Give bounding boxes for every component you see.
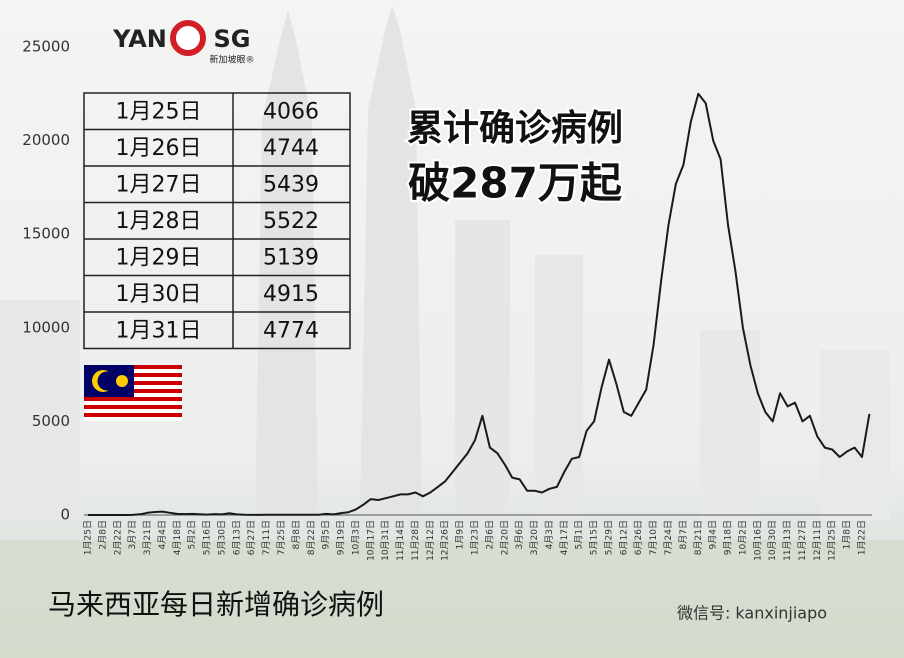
x-tick-label: 10月16日	[752, 520, 763, 561]
x-tick-label: 3月21日	[142, 520, 153, 555]
x-tick-label: 1月22日	[857, 520, 868, 555]
table-cell: 4744	[263, 136, 319, 161]
table-frame	[83, 92, 351, 350]
x-tick-label: 4月17日	[559, 520, 570, 555]
x-tick-label: 10月31日	[380, 520, 391, 561]
headline: 累计确诊病例	[407, 108, 623, 149]
table-cell: 1月28日	[116, 209, 202, 234]
x-tick-label: 9月18日	[723, 520, 734, 555]
x-tick-label: 4月4日	[157, 520, 168, 549]
logo-subtitle: 新加坡眼®	[209, 54, 254, 66]
x-tick-label: 7月25日	[276, 520, 287, 555]
x-tick-label: 10月30日	[767, 520, 778, 561]
x-tick-label: 2月22日	[112, 520, 123, 555]
x-tick-label: 9月19日	[336, 520, 347, 555]
x-tick-label: 8月21日	[693, 520, 704, 555]
x-tick-label: 3月20日	[529, 520, 540, 555]
x-tick-label: 10月17日	[365, 520, 376, 561]
logo: YAN SG 新加坡眼®	[112, 20, 255, 66]
y-tick-label: 15000	[22, 225, 70, 243]
x-tick-label: 11月13日	[782, 520, 793, 561]
x-tick-label: 11月27日	[797, 520, 808, 561]
table-cell: 1月27日	[116, 172, 202, 197]
x-tick-label: 11月14日	[395, 520, 406, 561]
x-tick-label: 6月26日	[633, 520, 644, 555]
x-tick-label: 5月1日	[574, 520, 585, 549]
x-tick-label: 1月8日	[842, 520, 853, 549]
y-tick-label: 20000	[22, 131, 70, 149]
table-cell: 5139	[263, 245, 319, 270]
table-cell: 4915	[263, 282, 319, 307]
x-tick-label: 3月6日	[514, 520, 525, 549]
x-tick-label: 5月15日	[589, 520, 600, 555]
x-tick-label: 7月24日	[663, 520, 674, 555]
x-tick-label: 5月16日	[202, 520, 213, 555]
x-tick-label: 5月30日	[216, 520, 227, 555]
x-tick-label: 2月6日	[484, 520, 495, 549]
x-tick-label: 9月4日	[708, 520, 719, 549]
table-cell: 1月26日	[116, 136, 202, 161]
x-tick-label: 7月11日	[261, 520, 272, 555]
headline: 破287万起	[408, 159, 623, 208]
y-tick-label: 10000	[22, 318, 70, 336]
x-tick-label: 8月22日	[306, 520, 317, 555]
y-tick-label: 25000	[22, 38, 70, 56]
x-tick-label: 12月11日	[812, 520, 823, 561]
x-tick-label: 12月26日	[440, 520, 451, 561]
x-tick-label: 6月27日	[246, 520, 257, 555]
table-cell: 1月31日	[116, 318, 202, 343]
x-tick-label: 10月2日	[737, 520, 748, 555]
x-tick-label: 12月12日	[425, 520, 436, 561]
x-tick-label: 12月25日	[827, 520, 838, 561]
table-cell: 5439	[263, 172, 319, 197]
x-tick-label: 1月25日	[83, 520, 94, 555]
x-tick-label: 8月8日	[291, 520, 302, 549]
x-tick-label: 2月8日	[97, 520, 108, 549]
logo-text: YAN	[112, 25, 167, 53]
x-tick-label: 5月2日	[187, 520, 198, 549]
y-tick-label: 5000	[32, 412, 70, 430]
logo-text: SG	[214, 25, 251, 53]
line	[88, 92, 871, 516]
table-cell: 5522	[263, 209, 319, 234]
x-tick-label: 4月18日	[172, 520, 183, 555]
x-tick-label: 11月28日	[410, 520, 421, 561]
x-tick-label: 8月7日	[678, 520, 689, 549]
x-tick-label: 1月23日	[470, 520, 481, 555]
table-cell: 1月29日	[116, 245, 202, 270]
x-tick-label: 1月9日	[455, 520, 466, 549]
x-tick-label: 3月7日	[127, 520, 138, 549]
watermark: 微信号: kanxinjiapo	[677, 604, 827, 623]
table-cell: 1月25日	[116, 99, 202, 124]
table-cell: 4774	[263, 318, 319, 343]
flag	[84, 365, 182, 421]
x-tick-label: 6月13日	[231, 520, 242, 555]
table-cell: 4066	[263, 99, 319, 124]
logo-icon	[170, 20, 206, 56]
y-tick-label: 0	[60, 506, 70, 524]
x-tick-label: 4月3日	[544, 520, 555, 549]
x-tick-label: 9月5日	[321, 520, 332, 549]
chart-title: 马来西亚每日新增确诊病例	[48, 588, 384, 621]
table-cell: 1月30日	[116, 282, 202, 307]
x-tick-label: 10月3日	[350, 520, 361, 555]
x-tick-label: 7月10日	[648, 520, 659, 555]
x-tick-label: 2月20日	[499, 520, 510, 555]
data-table: 1月25日 4066 1月26日 4744 1月27日 5439 1月28日 5522 1月29…	[83, 92, 351, 350]
x-tick-label: 5月29日	[603, 520, 614, 555]
x-tick-label: 6月12日	[618, 520, 629, 555]
